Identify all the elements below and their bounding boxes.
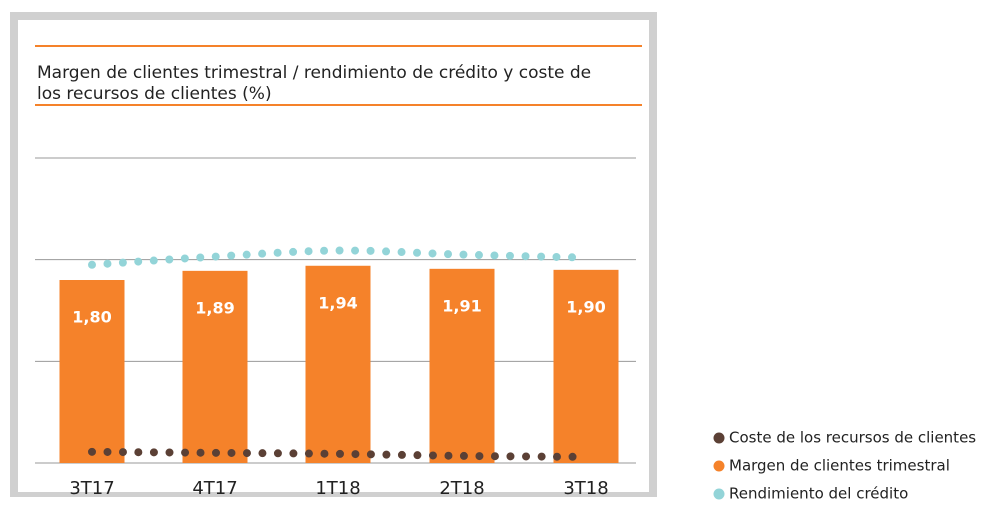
- bar: [59, 280, 125, 463]
- x-tick-label: 3T17: [69, 478, 114, 499]
- legend-swatch: [713, 460, 725, 472]
- legend-swatch: [713, 432, 725, 444]
- dotted-line: [88, 447, 590, 461]
- x-tick-label: 4T17: [192, 478, 237, 499]
- dotted-line: [88, 246, 590, 269]
- bar: [305, 265, 371, 463]
- bar: [182, 270, 248, 463]
- value-label: 1,94: [318, 293, 357, 312]
- chart-title: Margen de clientes trimestral / rendimie…: [37, 63, 591, 83]
- bar: [553, 269, 619, 463]
- bar: [429, 268, 495, 463]
- legend-swatch: [713, 488, 725, 500]
- x-tick-label: 2T18: [439, 478, 484, 499]
- value-label: 1,90: [566, 297, 605, 316]
- x-tick-label: 1T18: [315, 478, 360, 499]
- x-tick-label: 3T18: [563, 478, 608, 499]
- chart-title: los recursos de clientes (%): [37, 84, 272, 104]
- legend-label: Coste de los recursos de clientes: [729, 429, 976, 447]
- value-label: 1,91: [442, 296, 481, 315]
- legend-label: Margen de clientes trimestral: [729, 457, 950, 475]
- value-label: 1,89: [195, 298, 234, 317]
- legend-label: Rendimiento del crédito: [729, 485, 908, 503]
- value-label: 1,80: [72, 308, 111, 327]
